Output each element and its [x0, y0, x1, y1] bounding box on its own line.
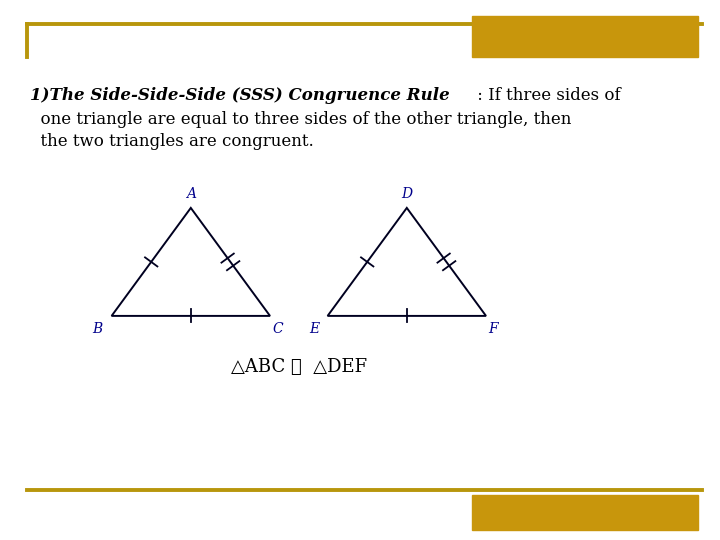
Text: 1)The Side-Side-Side (SSS) Congruence Rule: 1)The Side-Side-Side (SSS) Congruence Ru…: [30, 87, 450, 104]
Text: E: E: [309, 322, 319, 336]
Text: A: A: [186, 187, 196, 201]
Text: F: F: [488, 322, 498, 336]
Text: ◄  ►   ◄◄  ►►  ↺: ◄ ► ◄◄ ►► ↺: [520, 505, 650, 520]
Text: △ABC ≅  △DEF: △ABC ≅ △DEF: [230, 358, 367, 376]
Text: Table of contents: Table of contents: [510, 29, 660, 44]
Text: B: B: [93, 322, 103, 336]
Text: D: D: [401, 187, 413, 201]
Text: the two triangles are congruent.: the two triangles are congruent.: [30, 133, 314, 150]
Text: C: C: [272, 322, 283, 336]
Text: : If three sides of: : If three sides of: [472, 87, 620, 104]
Text: one triangle are equal to three sides of the other triangle, then: one triangle are equal to three sides of…: [30, 111, 572, 127]
